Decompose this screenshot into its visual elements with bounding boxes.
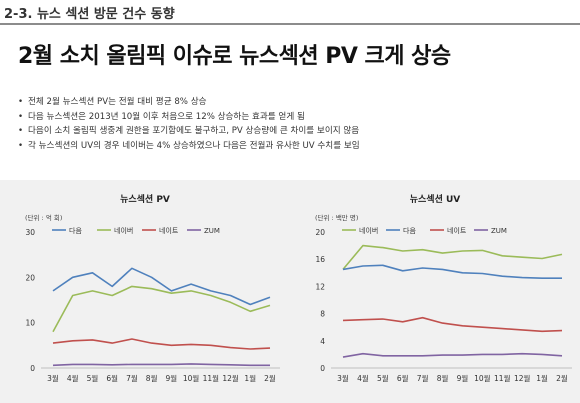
y-tick-label: 12 xyxy=(315,282,325,291)
x-tick-label: 4월 xyxy=(67,373,79,383)
y-tick-label: 30 xyxy=(25,228,35,237)
x-tick-label: 5월 xyxy=(87,373,99,383)
x-tick-label: 9월 xyxy=(457,373,469,383)
x-tick-label: 11월 xyxy=(203,373,220,383)
x-tick-label: 4월 xyxy=(357,373,369,383)
bullet-item: • 각 뉴스섹션의 UV의 경우 네이버는 4% 상승하였으나 다음은 전월과 유… xyxy=(18,140,360,151)
x-tick-label: 2월 xyxy=(264,373,276,383)
bullet-item: • 다음이 소치 올림픽 생중계 권한을 포기함에도 불구하고, PV 상승량에 … xyxy=(18,126,360,137)
x-tick-label: 12월 xyxy=(222,373,239,383)
chart-title: 뉴스섹션 UV xyxy=(410,193,461,205)
x-tick-label: 12월 xyxy=(514,373,531,383)
x-tick-label: 6월 xyxy=(397,373,409,383)
section-title: 2-3. 뉴스 섹션 방문 건수 동향 xyxy=(4,7,175,22)
x-tick-label: 10월 xyxy=(183,373,200,383)
x-tick-label: 5월 xyxy=(377,373,389,383)
bullet-text: 전체 2월 뉴스섹션 PV는 전월 대비 평균 8% 상승 xyxy=(28,97,207,107)
legend-label: 네이버 xyxy=(359,226,378,235)
series-line-3 xyxy=(342,352,563,358)
legend-label: 네이버 xyxy=(114,226,133,235)
series-line-3 xyxy=(52,363,270,367)
y-tick-label: 16 xyxy=(315,255,325,264)
y-tick-label: 8 xyxy=(320,310,325,319)
x-tick-label: 10월 xyxy=(474,373,491,383)
y-tick-label: 0 xyxy=(30,364,35,373)
y-tick-label: 10 xyxy=(25,319,35,328)
x-tick-label: 1월 xyxy=(244,373,256,383)
series-line-1 xyxy=(342,264,562,279)
legend-label: 다음 xyxy=(69,226,82,235)
chart-title: 뉴스섹션 PV xyxy=(120,193,170,205)
legend-label: ZUM xyxy=(204,227,220,235)
x-tick-label: 8월 xyxy=(146,373,158,383)
x-tick-label: 11월 xyxy=(494,373,511,383)
bullet-item: • 다음 뉴스섹션은 2013년 10월 이후 처음으로 12% 상승하는 효과를… xyxy=(18,111,305,122)
series-line-2 xyxy=(342,316,563,333)
legend-label: 네이트 xyxy=(447,226,467,235)
pv-line-chart: 뉴스섹션 PV (단위 : 억 회) 0 10 20 30 3월 4월 5월 6월 7월 8월 9월 10… xyxy=(25,193,280,383)
x-tick-label: 3월 xyxy=(337,373,349,383)
x-tick-label: 7월 xyxy=(126,373,138,383)
x-tick-label: 2월 xyxy=(556,373,568,383)
headline: 2월 소치 올림픽 이슈로 뉴스섹션 PV 크게 상승 xyxy=(18,44,451,69)
x-tick-label: 6월 xyxy=(106,373,118,383)
series-line-2 xyxy=(52,338,271,350)
bullet-text: 다음 뉴스섹션은 2013년 10월 이후 처음으로 12% 상승하는 효과를 … xyxy=(28,111,305,122)
x-tick-label: 1월 xyxy=(536,373,548,383)
series-line-0 xyxy=(52,267,271,306)
x-tick-label: 7월 xyxy=(417,373,429,383)
top-rule xyxy=(0,23,580,25)
y-tick-label: 0 xyxy=(320,364,325,373)
unit-label: (단위 : 백만 명) xyxy=(315,213,358,222)
x-tick-label: 3월 xyxy=(47,373,59,383)
legend-label: ZUM xyxy=(491,227,507,235)
uv-line-chart: 뉴스섹션 UV (단위 : 백만 명) 0 4 8 12 16 20 3월 4월 5월 6월 7월 8월 9… xyxy=(315,193,572,383)
series-line-1 xyxy=(52,285,271,333)
bullet-text: 다음이 소치 올림픽 생중계 권한을 포기함에도 불구하고, PV 상승량에 큰… xyxy=(28,126,360,137)
x-tick-label: 9월 xyxy=(166,373,178,383)
x-tick-label: 8월 xyxy=(437,373,449,383)
summary-bullets: • 전체 2월 뉴스섹션 PV는 전월 대비 평균 8% 상승 • 다음 뉴스섹션은… xyxy=(18,95,568,153)
y-tick-label: 20 xyxy=(315,228,325,237)
y-tick-label: 20 xyxy=(25,273,35,282)
legend-label: 네이트 xyxy=(159,226,179,235)
legend-label: 다음 xyxy=(403,226,416,235)
unit-label: (단위 : 억 회) xyxy=(25,213,62,222)
y-tick-label: 4 xyxy=(320,337,325,346)
bullet-item: • 전체 2월 뉴스섹션 PV는 전월 대비 평균 8% 상승 xyxy=(18,97,207,107)
series-line-0 xyxy=(342,244,563,270)
bullet-text: 각 뉴스섹션의 UV의 경우 네이버는 4% 상승하였으나 다음은 전월과 유사… xyxy=(28,140,360,151)
